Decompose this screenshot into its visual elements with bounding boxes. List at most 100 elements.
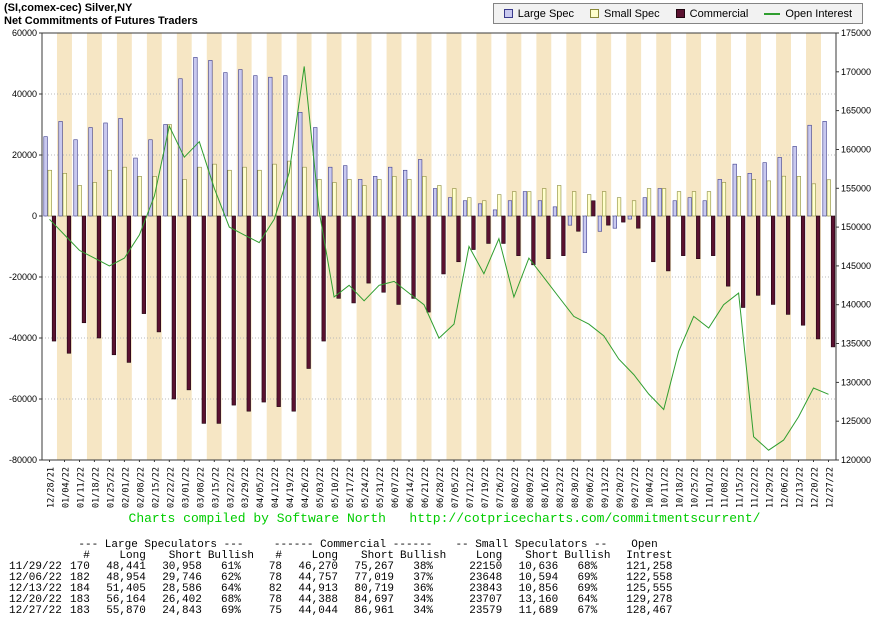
cell-value: 11,689 xyxy=(518,605,559,617)
x-tick-label: 05/17/22 xyxy=(346,467,356,508)
x-tick-label: 06/07/22 xyxy=(391,467,401,508)
x-tick-label: 11/01/22 xyxy=(706,467,716,508)
column-header: Bullish xyxy=(400,550,447,562)
cell-value: 121,258 xyxy=(626,561,673,573)
x-tick-label: 07/05/22 xyxy=(451,467,461,508)
x-tick-label: 03/22/22 xyxy=(226,467,236,508)
x-tick-label: 08/30/22 xyxy=(571,467,581,508)
cell-value: 80,719 xyxy=(354,583,395,595)
commercial-bar xyxy=(396,215,401,305)
right-tick-label: 160000 xyxy=(841,145,871,155)
cell-value: 10,594 xyxy=(518,572,559,584)
large-spec-bar xyxy=(657,188,662,217)
table-column-header-row: # Long Short Bullish # Long Short Bullish Long Sh… xyxy=(6,551,675,562)
commercial-bar xyxy=(486,215,491,244)
commercial-bar xyxy=(636,215,641,229)
cell-value: 128,467 xyxy=(626,605,673,617)
x-tick-label: 10/25/22 xyxy=(691,467,701,508)
large-spec-bar xyxy=(822,121,827,217)
small-spec-bar xyxy=(781,175,786,217)
cell-value: 122,558 xyxy=(626,572,673,584)
commercial-bar xyxy=(111,215,117,356)
legend: Large Spec Small Spec Commercial Open Inter… xyxy=(492,3,863,24)
small-spec-bar xyxy=(601,191,607,217)
x-tick-label: 07/26/22 xyxy=(496,467,506,508)
x-tick-label: 12/13/22 xyxy=(796,467,806,508)
table-row: 11/29/22 170 48,441 30,958 61% 78 46,270 75,267… xyxy=(6,562,675,573)
small-spec-bar xyxy=(437,185,442,217)
left-tick-label: 0 xyxy=(32,211,37,221)
table-row: 12/06/22 182 48,954 29,746 62% 78 44,757 77,019… xyxy=(6,573,675,584)
right-tick-label: 165000 xyxy=(841,106,871,116)
cell-value: 23843 xyxy=(469,583,503,595)
cell-value: 56,164 xyxy=(106,594,146,606)
x-tick-label: 12/20/22 xyxy=(811,467,821,508)
commercial-bar xyxy=(531,215,536,266)
commercial-bar xyxy=(606,215,611,226)
commercial-bar xyxy=(441,215,446,275)
commercial-bar xyxy=(336,215,341,299)
x-tick-label: 07/12/22 xyxy=(466,467,476,508)
small-spec-bar xyxy=(766,180,771,217)
small-spec-bar xyxy=(721,182,727,217)
cell-value: 29,746 xyxy=(162,572,202,584)
column-header: Long xyxy=(119,550,146,562)
cot-table: --- Large Speculators --- ------ Commerci… xyxy=(6,540,675,617)
right-tick-label: 145000 xyxy=(841,261,871,271)
credit-link[interactable]: http://cotpricecharts.com/commitmentscur… xyxy=(409,511,761,526)
commercial-bar xyxy=(381,215,386,293)
x-tick-label: 10/18/22 xyxy=(676,467,686,508)
large-spec-bar xyxy=(477,203,483,217)
chart-title: (SI,comex-cec) Silver,NY xyxy=(4,2,133,14)
group-header-small-spec: -- Small Speculators -- xyxy=(455,539,608,551)
x-tick-label: 11/29/22 xyxy=(766,467,776,508)
large-spec-bar xyxy=(522,191,528,217)
x-tick-label: 05/24/22 xyxy=(361,467,371,508)
column-header: Bullish xyxy=(564,550,611,562)
commercial-bar xyxy=(81,215,87,324)
cell-value: 61% xyxy=(221,561,241,573)
large-spec-bar xyxy=(238,69,243,217)
commercial-bar xyxy=(96,215,102,339)
small-spec-bar xyxy=(482,200,487,217)
legend-label-large-spec: Large Spec xyxy=(517,7,575,20)
commercial-bar xyxy=(711,215,716,256)
right-tick-label: 140000 xyxy=(841,300,871,310)
cell-date: 12/13/22 xyxy=(9,583,62,595)
bars-commercial xyxy=(51,200,836,424)
large-spec-bar xyxy=(552,206,558,217)
cell-value: 23707 xyxy=(469,594,503,606)
commercial-bar xyxy=(171,215,176,400)
cell-value: 78 xyxy=(268,572,283,584)
large-spec-swatch-icon xyxy=(503,9,513,18)
large-spec-bar xyxy=(762,162,767,217)
cell-value: 183 xyxy=(70,594,90,606)
commercial-bar xyxy=(785,215,791,315)
x-tick-label: 01/11/22 xyxy=(77,467,87,508)
small-spec-bar xyxy=(107,169,112,217)
cell-value: 26,402 xyxy=(162,594,202,606)
x-tick-label: 05/31/22 xyxy=(376,467,386,508)
cell-date: 12/06/22 xyxy=(9,572,62,584)
large-spec-bar xyxy=(88,127,93,217)
small-spec-bar xyxy=(452,188,457,217)
cell-value: 183 xyxy=(70,605,90,617)
commercial-bar xyxy=(471,215,476,250)
large-spec-bar xyxy=(298,112,303,217)
cell-value: 170 xyxy=(70,561,90,573)
commercial-bar xyxy=(830,215,836,348)
x-tick-label: 02/22/22 xyxy=(166,467,176,508)
bars-small-spec xyxy=(47,124,831,217)
left-tick-label: -40000 xyxy=(9,333,37,343)
large-spec-bar xyxy=(388,166,393,217)
x-tick-label: 12/06/22 xyxy=(781,467,791,508)
large-spec-bar xyxy=(492,209,498,217)
commercial-bar xyxy=(321,215,326,342)
x-tick-label: 10/04/22 xyxy=(646,467,656,508)
cell-value: 62% xyxy=(221,572,241,584)
large-spec-bar xyxy=(118,118,123,217)
cell-value: 48,441 xyxy=(106,561,146,573)
cell-value: 10,856 xyxy=(518,583,559,595)
legend-item-commercial: Commercial xyxy=(675,8,748,20)
commercial-bar xyxy=(456,215,461,263)
